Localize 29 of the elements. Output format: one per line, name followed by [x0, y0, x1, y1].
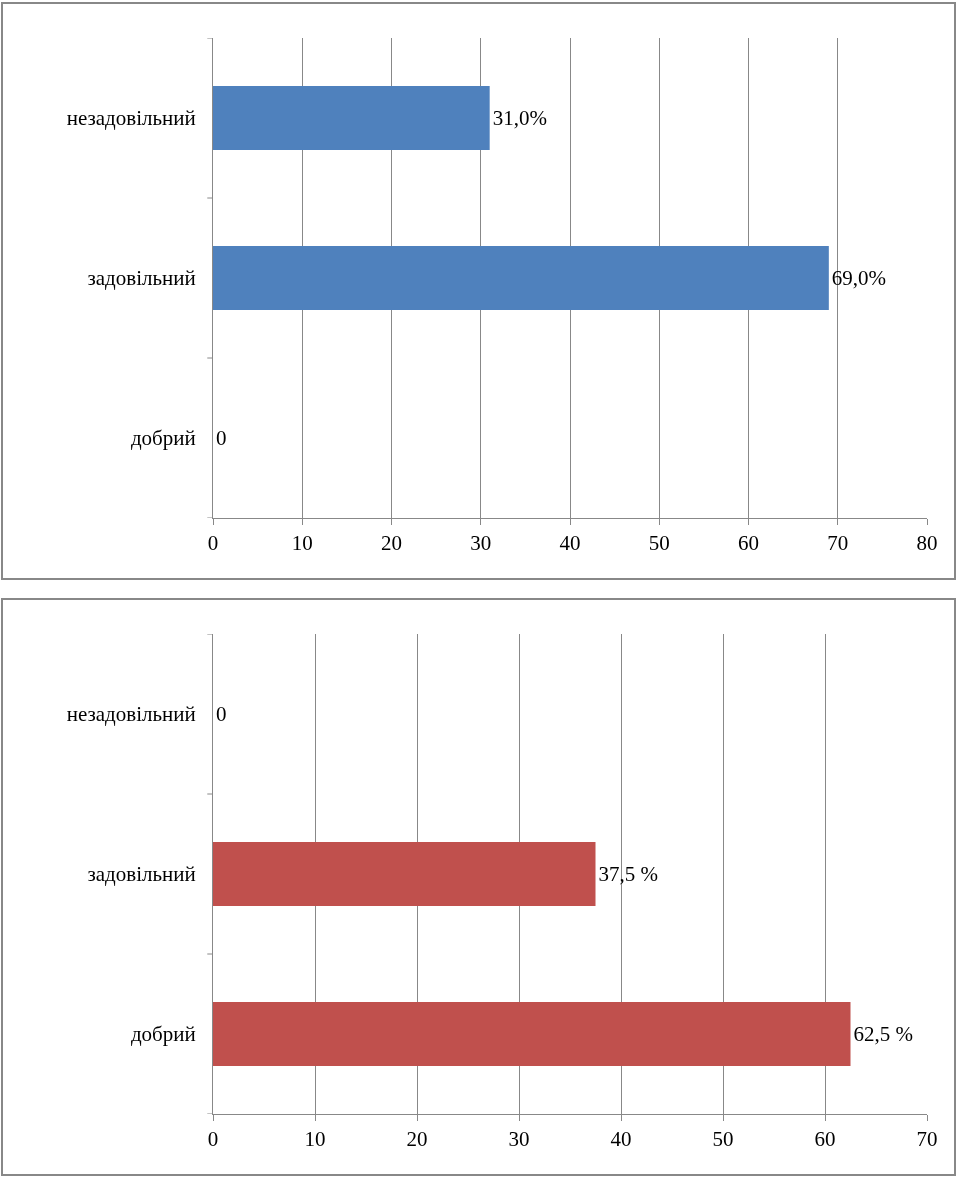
x-tick-label: 60: [814, 1127, 836, 1152]
x-tick-label: 70: [827, 531, 849, 556]
data-label: 62,5 %: [853, 1022, 913, 1046]
data-label: 0: [216, 426, 227, 450]
x-tick-label: 30: [470, 531, 492, 556]
y-tick-label: задовільний: [87, 862, 196, 887]
data-label: 31,0%: [492, 106, 547, 130]
y-tick-label: незадовільний: [66, 702, 196, 727]
x-tick-label: 20: [381, 531, 402, 556]
x-tick-label: 50: [648, 531, 670, 556]
x-tick-label: 40: [610, 1127, 632, 1152]
y-tick-label: добрий: [130, 1022, 196, 1047]
x-tick-label: 10: [291, 531, 313, 556]
data-label: 0: [216, 702, 227, 726]
x-tick-label: 70: [916, 1127, 938, 1152]
x-tick-label: 30: [508, 1127, 530, 1152]
data-label: 69,0%: [831, 266, 887, 290]
x-tick-label: 60: [738, 531, 759, 556]
x-tick-label: 0: [207, 531, 219, 556]
x-tick-label: 50: [712, 1127, 734, 1152]
data-label: 37,5 %: [598, 862, 658, 886]
x-tick-label: 40: [559, 531, 581, 556]
x-tick-label: 20: [406, 1127, 428, 1152]
y-tick-label: задовільний: [87, 266, 196, 291]
x-tick-label: 10: [304, 1127, 326, 1152]
y-tick-label: незадовільний: [66, 106, 196, 131]
x-tick-label: 80: [916, 531, 938, 556]
y-tick-label: добрий: [130, 426, 196, 451]
x-tick-label: 0: [207, 1127, 219, 1152]
